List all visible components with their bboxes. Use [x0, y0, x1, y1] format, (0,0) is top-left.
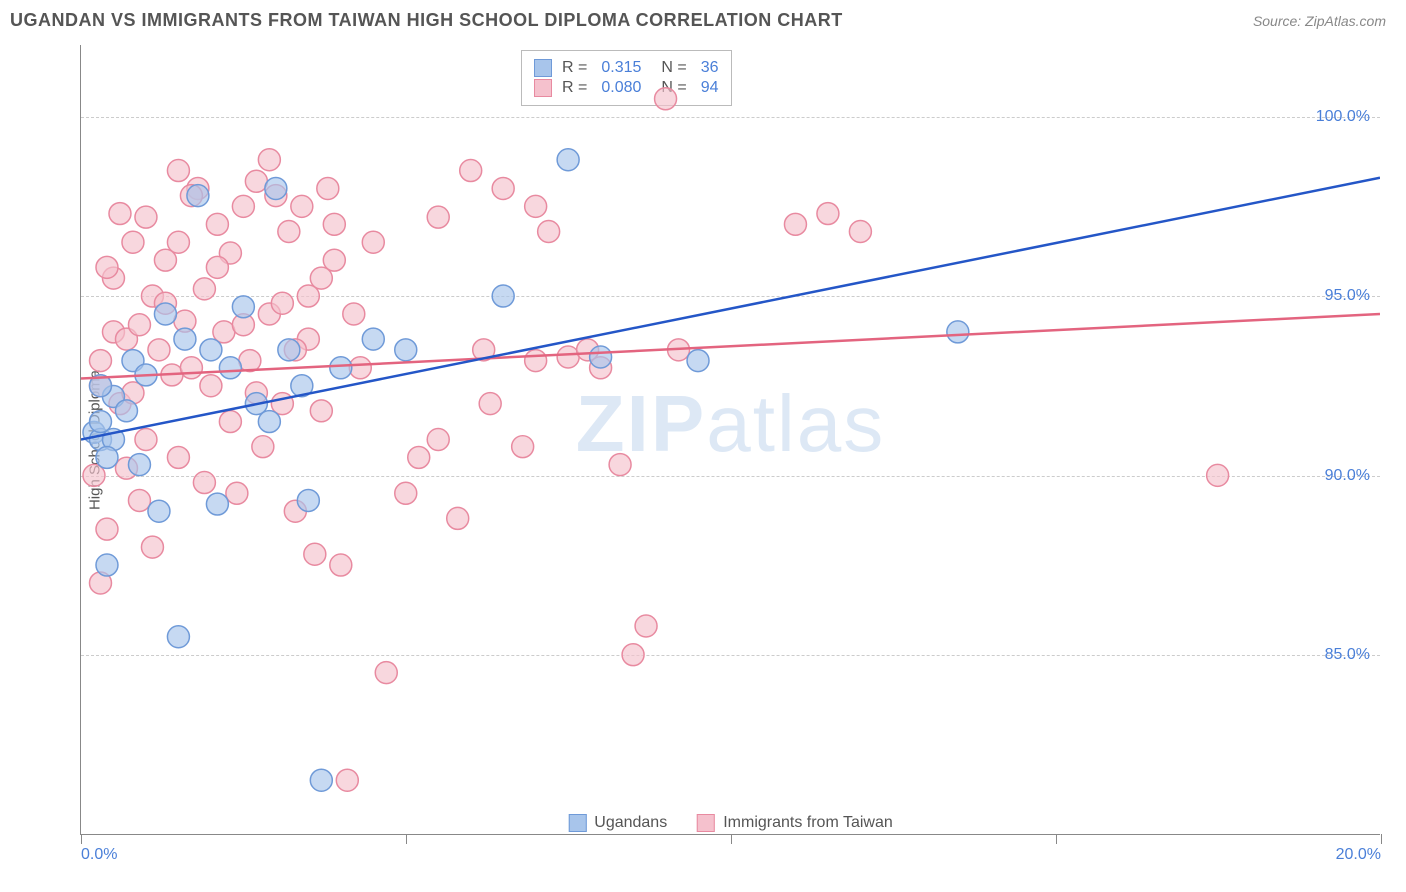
x-tick [81, 834, 82, 844]
plot-area: ZIPatlas R = 0.315 N = 36 R = 0.080 N = … [80, 45, 1380, 835]
source-attribution: Source: ZipAtlas.com [1253, 13, 1386, 29]
legend-label-taiwan: Immigrants from Taiwan [723, 814, 893, 832]
x-tick-label: 0.0% [81, 846, 117, 864]
plot-svg [81, 45, 1380, 834]
x-tick [406, 834, 407, 844]
legend-swatch-taiwan [697, 814, 715, 832]
x-tick-label: 20.0% [1336, 846, 1381, 864]
bottom-legend: Ugandans Immigrants from Taiwan [558, 814, 902, 832]
legend-label-ugandans: Ugandans [594, 814, 667, 832]
legend-taiwan: Immigrants from Taiwan [697, 814, 893, 832]
legend-swatch-ugandans [568, 814, 586, 832]
legend-ugandans: Ugandans [568, 814, 667, 832]
x-tick [1381, 834, 1382, 844]
x-tick [731, 834, 732, 844]
chart-container: High School Diploma ZIPatlas R = 0.315 N… [50, 45, 1390, 835]
x-tick [1056, 834, 1057, 844]
chart-title: UGANDAN VS IMMIGRANTS FROM TAIWAN HIGH S… [10, 10, 843, 31]
